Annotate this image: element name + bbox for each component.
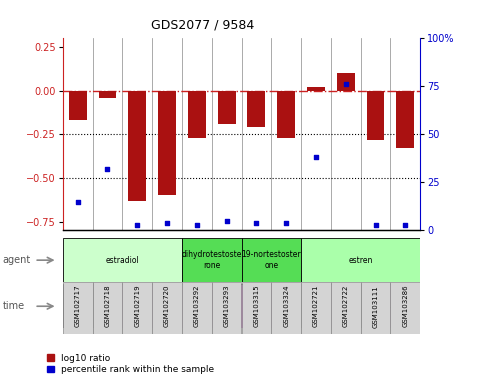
Bar <box>152 282 182 334</box>
Point <box>312 154 320 161</box>
Bar <box>390 38 420 230</box>
Bar <box>361 38 390 230</box>
Point <box>282 220 290 226</box>
Bar <box>182 238 242 282</box>
Bar <box>271 282 301 334</box>
Text: estradiol: estradiol <box>105 256 139 265</box>
Bar <box>188 91 206 138</box>
Text: time: time <box>2 301 25 311</box>
Point <box>253 220 260 226</box>
Bar <box>361 282 390 334</box>
Bar <box>277 91 295 138</box>
Bar <box>361 284 420 328</box>
Bar <box>218 91 236 124</box>
Text: 2 h: 2 h <box>324 302 338 311</box>
Bar <box>331 282 361 334</box>
Bar <box>397 91 414 148</box>
Legend: log10 ratio, percentile rank within the sample: log10 ratio, percentile rank within the … <box>43 350 218 377</box>
Bar <box>122 38 152 230</box>
Bar <box>63 38 93 230</box>
Bar <box>158 91 176 195</box>
Text: GSM102721: GSM102721 <box>313 285 319 327</box>
Bar <box>212 282 242 334</box>
Bar <box>247 91 265 127</box>
Bar <box>390 282 420 334</box>
Point <box>133 222 141 228</box>
Text: estren: estren <box>348 256 373 265</box>
Bar <box>93 38 122 230</box>
Point <box>104 166 112 172</box>
Point <box>223 218 230 224</box>
Bar <box>63 238 182 282</box>
Bar <box>307 87 325 91</box>
Bar <box>367 91 384 140</box>
Point <box>372 222 380 228</box>
Bar <box>99 91 116 98</box>
Bar <box>182 282 212 334</box>
Text: GSM102719: GSM102719 <box>134 285 140 328</box>
Text: GSM102720: GSM102720 <box>164 285 170 327</box>
Text: GSM102717: GSM102717 <box>75 285 81 328</box>
Text: 19-nortestoster
one: 19-nortestoster one <box>242 250 301 270</box>
Bar <box>69 91 86 121</box>
Text: 24 h: 24 h <box>381 302 399 311</box>
Text: GSM103324: GSM103324 <box>283 285 289 327</box>
Bar <box>242 238 301 282</box>
Text: 24 h: 24 h <box>187 302 206 311</box>
Bar <box>301 238 420 282</box>
Point <box>401 222 409 228</box>
Text: GSM103315: GSM103315 <box>254 285 259 328</box>
Bar <box>128 91 146 201</box>
Text: GDS2077 / 9584: GDS2077 / 9584 <box>151 18 255 31</box>
Text: GSM103286: GSM103286 <box>402 285 408 328</box>
Text: GSM103292: GSM103292 <box>194 285 200 327</box>
Text: 2 h: 2 h <box>71 302 85 311</box>
Point <box>193 222 201 228</box>
Bar <box>242 38 271 230</box>
Text: GSM103293: GSM103293 <box>224 285 229 328</box>
Bar <box>301 38 331 230</box>
Bar <box>93 282 122 334</box>
Bar <box>337 73 355 91</box>
Text: agent: agent <box>2 255 30 265</box>
Text: GSM102718: GSM102718 <box>104 285 111 328</box>
Text: GSM103111: GSM103111 <box>372 285 379 328</box>
Bar <box>63 282 93 334</box>
Bar <box>331 38 361 230</box>
Bar <box>301 284 361 328</box>
Bar <box>63 284 93 328</box>
Point <box>163 220 171 226</box>
Bar <box>242 282 271 334</box>
Point <box>342 81 350 88</box>
Bar <box>93 284 301 328</box>
Bar <box>271 38 301 230</box>
Bar <box>182 38 212 230</box>
Bar <box>212 38 242 230</box>
Bar <box>122 282 152 334</box>
Text: GSM102722: GSM102722 <box>343 285 349 327</box>
Bar <box>152 38 182 230</box>
Bar <box>301 282 331 334</box>
Text: dihydrotestoste
rone: dihydrotestoste rone <box>182 250 242 270</box>
Point <box>74 199 82 205</box>
